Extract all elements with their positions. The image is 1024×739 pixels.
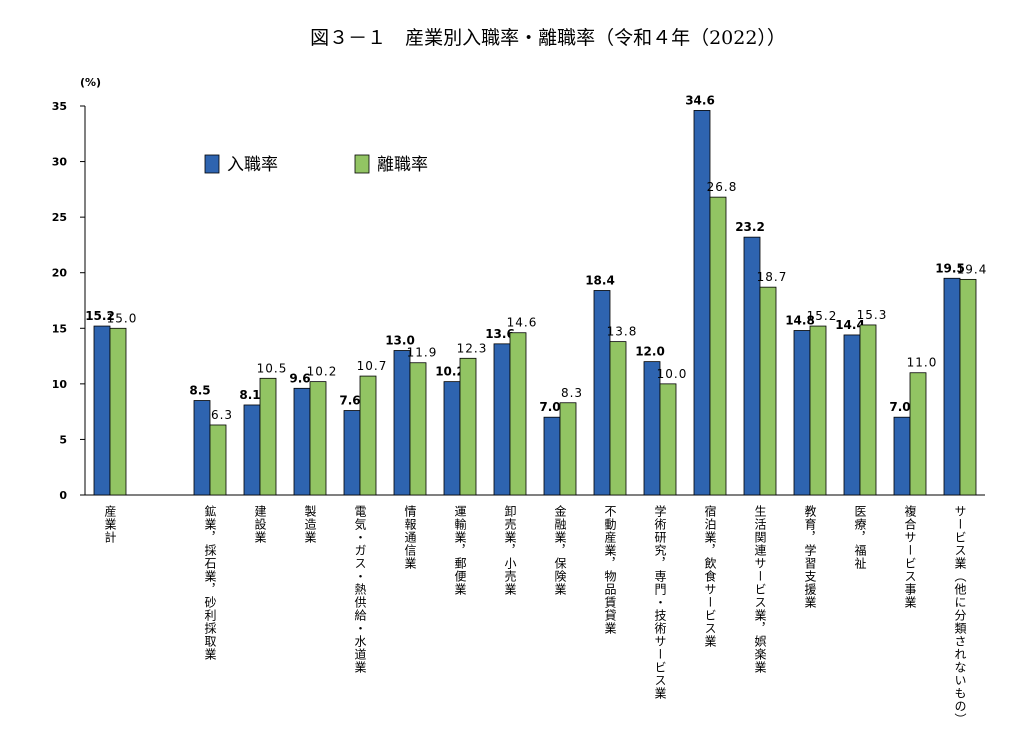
value-label: 7.0 <box>889 400 910 414</box>
bar <box>943 277 961 496</box>
x-tick-label: 産業計 <box>103 504 117 544</box>
value-label: 7.6 <box>339 394 360 408</box>
value-label: 15.2 <box>807 309 838 323</box>
bar <box>443 381 461 496</box>
bar <box>459 357 477 496</box>
bar <box>893 416 911 496</box>
value-label: 34.6 <box>685 93 715 107</box>
x-tick-label: 学術研究，専門・技術サービス業 <box>653 504 667 700</box>
bar <box>759 286 777 496</box>
x-tick-label: 運輸業，郵便業 <box>453 505 467 596</box>
value-label: 8.5 <box>189 384 210 398</box>
bar <box>693 110 711 496</box>
value-label: 12.0 <box>635 345 665 359</box>
value-label: 10.7 <box>357 359 388 373</box>
value-label: 11.9 <box>407 346 438 360</box>
x-tick-label: 教育，学習支援業 <box>803 504 817 609</box>
bar <box>343 410 361 496</box>
value-label: 19.5 <box>935 261 965 275</box>
value-label: 14.8 <box>785 314 815 328</box>
bar <box>659 383 677 496</box>
bar <box>393 350 411 496</box>
value-label: 11.0 <box>907 356 938 370</box>
value-label: 19.4 <box>957 262 988 276</box>
y-tick-label: 5 <box>59 433 67 446</box>
bar <box>593 290 611 496</box>
y-tick-label: 20 <box>52 267 68 280</box>
value-label: 18.4 <box>585 273 615 287</box>
value-label: 15.0 <box>107 311 138 325</box>
value-label: 13.8 <box>607 325 638 339</box>
value-label: 13.6 <box>485 327 515 341</box>
x-tick-label: 複合サービス事業 <box>903 504 917 609</box>
bar <box>643 361 661 496</box>
bar <box>543 416 561 496</box>
bar <box>309 381 327 496</box>
bar <box>859 324 877 496</box>
value-label: 14.6 <box>507 316 538 330</box>
x-tick-label: 宿泊業，飲食サービス業 <box>703 504 717 648</box>
x-tick-label: 建設業 <box>253 505 267 544</box>
legend-swatch <box>354 154 370 174</box>
y-tick-label: 35 <box>52 100 67 113</box>
value-label: 23.2 <box>735 220 765 234</box>
value-label: 8.3 <box>561 386 583 400</box>
bar <box>359 375 377 496</box>
x-tick-label: 製造業 <box>303 505 317 544</box>
value-label: 7.0 <box>539 400 560 414</box>
value-label: 10.2 <box>307 365 338 379</box>
value-label: 15.3 <box>857 308 888 322</box>
x-tick-label: 金融業，保険業 <box>553 504 567 596</box>
value-label: 9.6 <box>289 371 310 385</box>
x-tick-label: 情報通信業 <box>403 505 417 570</box>
value-label: 15.2 <box>85 309 115 323</box>
value-label: 12.3 <box>457 341 488 355</box>
chart-title: 図３－１ 産業別入職率・離職率（令和４年（2022）） <box>310 27 786 49</box>
value-label: 10.5 <box>257 361 288 375</box>
bar <box>109 327 127 496</box>
legend-label: 入職率 <box>227 155 278 175</box>
bar <box>259 377 277 496</box>
x-tick-label: 卸売業，小売業 <box>503 504 517 596</box>
x-tick-label: 電気・ガス・熱供給・水道業 <box>353 505 367 674</box>
bar <box>809 325 827 496</box>
legend-swatch <box>204 154 220 174</box>
bar <box>509 332 527 496</box>
bar <box>209 424 227 496</box>
value-label: 8.1 <box>239 388 260 402</box>
x-tick-label: 生活関連サービス業，娯楽業 <box>753 505 767 674</box>
bar <box>709 196 727 496</box>
value-label: 6.3 <box>211 408 233 422</box>
x-tick-label: サービス業（他に分類されないもの） <box>953 505 967 726</box>
bar <box>793 330 811 496</box>
y-tick-label: 0 <box>59 489 67 502</box>
y-tick-label: 10 <box>52 378 68 391</box>
bar <box>559 402 577 496</box>
value-label: 13.0 <box>385 334 415 348</box>
bar <box>93 325 111 496</box>
bar <box>493 343 511 496</box>
bar <box>293 387 311 496</box>
bar <box>909 372 927 496</box>
bar <box>193 400 211 496</box>
x-tick-label: 不動産業，物品賃貸業 <box>603 505 617 635</box>
y-axis-unit: (%) <box>80 76 101 89</box>
bar <box>609 341 627 496</box>
value-label: 14.4 <box>835 318 865 332</box>
value-label: 10.0 <box>657 367 688 381</box>
bar <box>243 404 261 496</box>
y-tick-label: 30 <box>52 156 68 169</box>
bar <box>843 334 861 496</box>
value-label: 26.8 <box>707 180 738 194</box>
y-tick-label: 15 <box>52 322 67 335</box>
y-tick-label: 25 <box>52 211 67 224</box>
value-label: 10.2 <box>435 365 465 379</box>
legend-label: 離職率 <box>377 155 428 175</box>
x-tick-label: 医療，福祉 <box>853 505 867 570</box>
bar <box>409 362 427 496</box>
bar <box>959 278 977 496</box>
value-label: 18.7 <box>757 270 788 284</box>
x-tick-label: 鉱業，採石業，砂利採取業 <box>203 504 217 661</box>
